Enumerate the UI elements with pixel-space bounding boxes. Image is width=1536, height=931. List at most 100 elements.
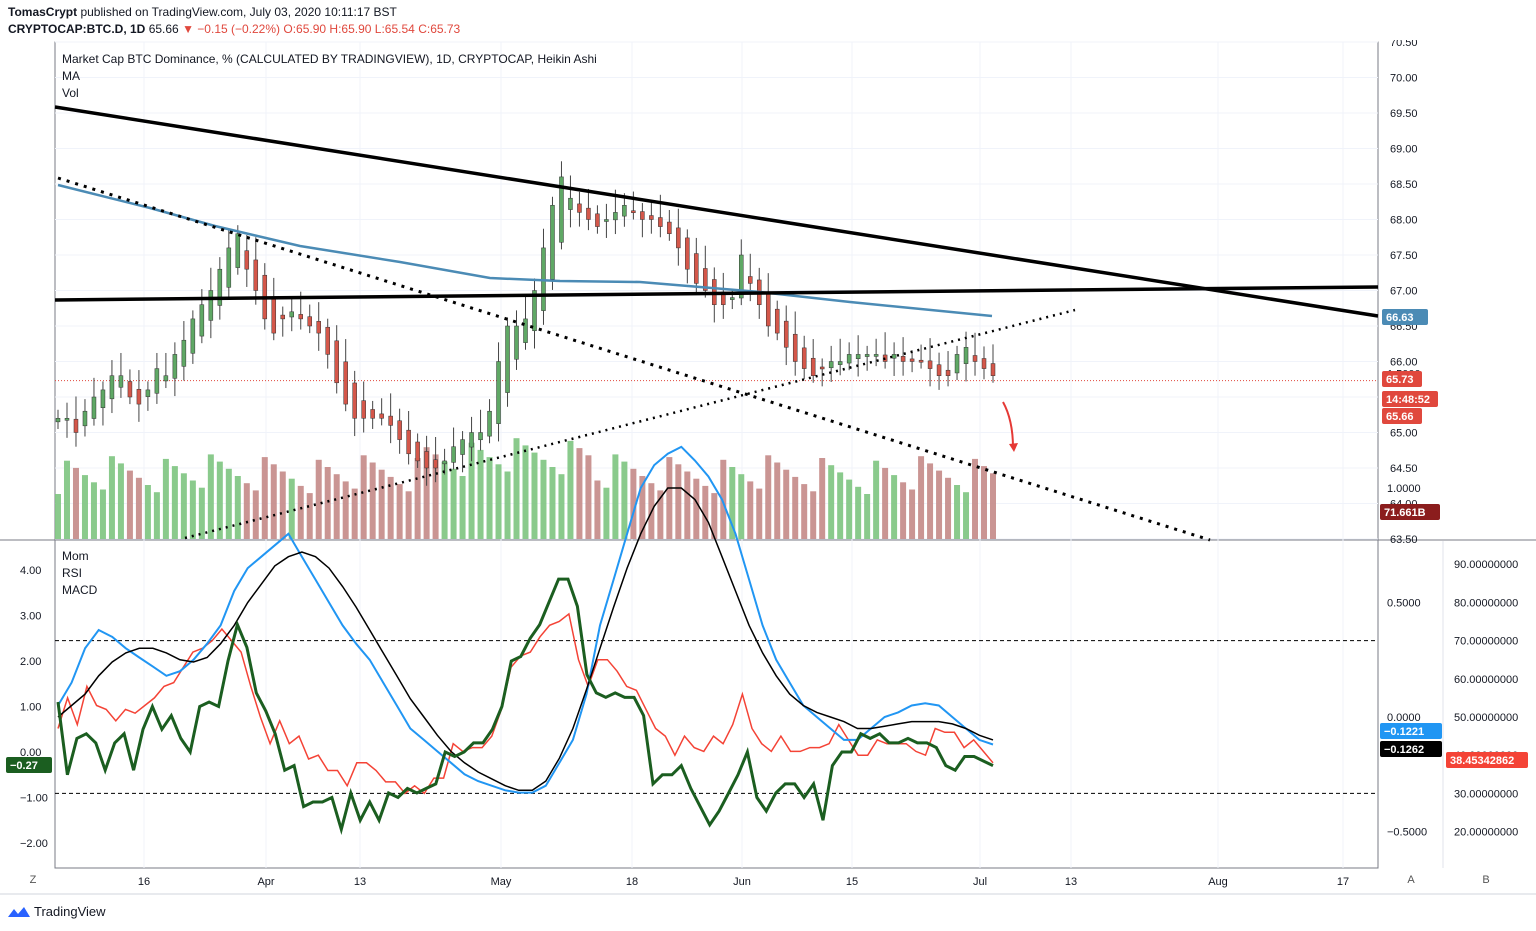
volume-bar — [666, 457, 673, 539]
oscillator-pane: 4.003.002.001.000.00−1.00−2.001.50001.00… — [20, 369, 1518, 851]
candle-body — [837, 361, 843, 365]
rsi-tick-label: 30.00000000 — [1454, 788, 1518, 800]
candle-body — [55, 418, 61, 423]
candle-body — [685, 237, 690, 270]
legend-ma[interactable]: MA — [62, 69, 80, 83]
horizontal-support-line — [54, 285, 1379, 302]
volume-bar — [558, 474, 565, 539]
symbol-label[interactable]: CRYPTOCAP:BTC.D, 1D — [8, 22, 146, 36]
footer: TradingView — [0, 897, 1536, 931]
last-badge: 65.66 — [1386, 411, 1414, 423]
candle-body — [433, 459, 438, 469]
volume-bar — [369, 462, 376, 539]
volume-bar — [747, 481, 754, 539]
price-tick-label: 70.00 — [1390, 73, 1418, 85]
log-scale-button[interactable]: B — [1482, 874, 1490, 886]
moving-average-line — [57, 183, 993, 318]
volume-bar — [729, 467, 736, 539]
candle-body — [316, 321, 321, 334]
price-tick-label: 67.00 — [1390, 286, 1418, 298]
candle-body — [891, 354, 897, 359]
volume-bar — [585, 455, 592, 539]
volume-bar — [990, 473, 996, 539]
legend-rsi[interactable]: RSI — [62, 566, 83, 580]
candle-body — [370, 409, 375, 419]
candle-body — [864, 354, 870, 357]
volume-bar — [324, 467, 331, 539]
candle-body — [828, 361, 834, 369]
volume-bar — [288, 478, 295, 539]
volume-bar — [459, 476, 466, 539]
zoom-button[interactable]: Z — [29, 874, 37, 886]
candle-body — [604, 219, 609, 222]
candle-body — [451, 446, 456, 463]
candle-body — [514, 325, 519, 360]
projection-arrow — [1002, 401, 1014, 449]
candle-body — [649, 215, 654, 220]
ohlc-high: H:65.90 — [329, 22, 372, 36]
candle-body — [774, 308, 780, 334]
trendlines — [54, 105, 1379, 542]
candle-body — [343, 361, 348, 405]
legend-mom[interactable]: Mom — [62, 549, 89, 563]
volume-bar — [540, 459, 547, 539]
volume-bar — [981, 466, 988, 539]
macd-badge-bg — [1380, 723, 1442, 739]
tradingview-logo-icon — [8, 906, 30, 917]
candle-body — [334, 340, 339, 384]
volume-bar — [909, 489, 916, 539]
legend-vol[interactable]: Vol — [62, 86, 79, 100]
volume-bar — [783, 469, 790, 539]
candle-body — [442, 460, 447, 465]
time-tick-label: Jul — [973, 876, 987, 888]
candle-body — [694, 253, 699, 284]
publisher-name[interactable]: TomasCrypt — [8, 5, 78, 19]
rsi-tick-label: 80.00000000 — [1454, 597, 1518, 609]
candle-body — [244, 250, 250, 270]
candle-body — [352, 382, 357, 419]
price-tick-label: 68.50 — [1390, 179, 1418, 191]
candle-body — [217, 268, 223, 306]
publish-line: TomasCrypt published on TradingView.com,… — [8, 5, 397, 19]
volume-bar — [297, 485, 304, 539]
volume-bar — [603, 487, 610, 539]
candle-body — [109, 375, 115, 400]
candle-body — [280, 314, 286, 320]
legend-title[interactable]: Market Cap BTC Dominance, % (CALCULATED … — [62, 52, 597, 66]
candle-body — [361, 400, 366, 419]
ohlc-low: L:65.54 — [374, 22, 415, 36]
auto-scale-button[interactable]: A — [1407, 874, 1415, 886]
time-tick-label: 13 — [354, 876, 366, 888]
mom-tick-label: 0.00 — [20, 747, 41, 759]
volume-bar — [315, 459, 322, 539]
volume-bar — [189, 480, 196, 539]
legend-macd[interactable]: MACD — [62, 583, 98, 597]
volume-bar — [477, 449, 484, 539]
volume-bar — [738, 474, 745, 539]
signal-line — [57, 487, 994, 792]
volume-bar — [171, 466, 178, 539]
tradingview-logo[interactable]: TradingView — [8, 904, 106, 919]
volume-bar — [405, 491, 412, 539]
volume-bar — [144, 485, 151, 539]
time-tick-label: 17 — [1337, 876, 1349, 888]
rsi-tick-label: 50.00000000 — [1454, 712, 1518, 724]
candle-body — [586, 207, 591, 220]
rsi-tick-label: 60.00000000 — [1454, 674, 1518, 686]
volume-bar — [846, 479, 853, 539]
volume-bar — [756, 488, 763, 539]
volume-bar — [684, 471, 691, 539]
volume-badge-bg — [1380, 504, 1440, 520]
candle-body — [748, 276, 753, 284]
volume-bar — [495, 464, 502, 539]
volume-bar — [612, 454, 619, 539]
candle-body — [855, 354, 861, 359]
mom-badge: −0.27 — [10, 760, 38, 772]
price-tick-label: 68.00 — [1390, 215, 1418, 227]
volume-bar — [243, 483, 250, 539]
volume-bar — [918, 456, 925, 539]
chart-header: TomasCrypt published on TradingView.com,… — [0, 0, 1536, 40]
rsi-tick-label: 70.00000000 — [1454, 636, 1518, 648]
descending-dotted-line — [57, 176, 1211, 542]
